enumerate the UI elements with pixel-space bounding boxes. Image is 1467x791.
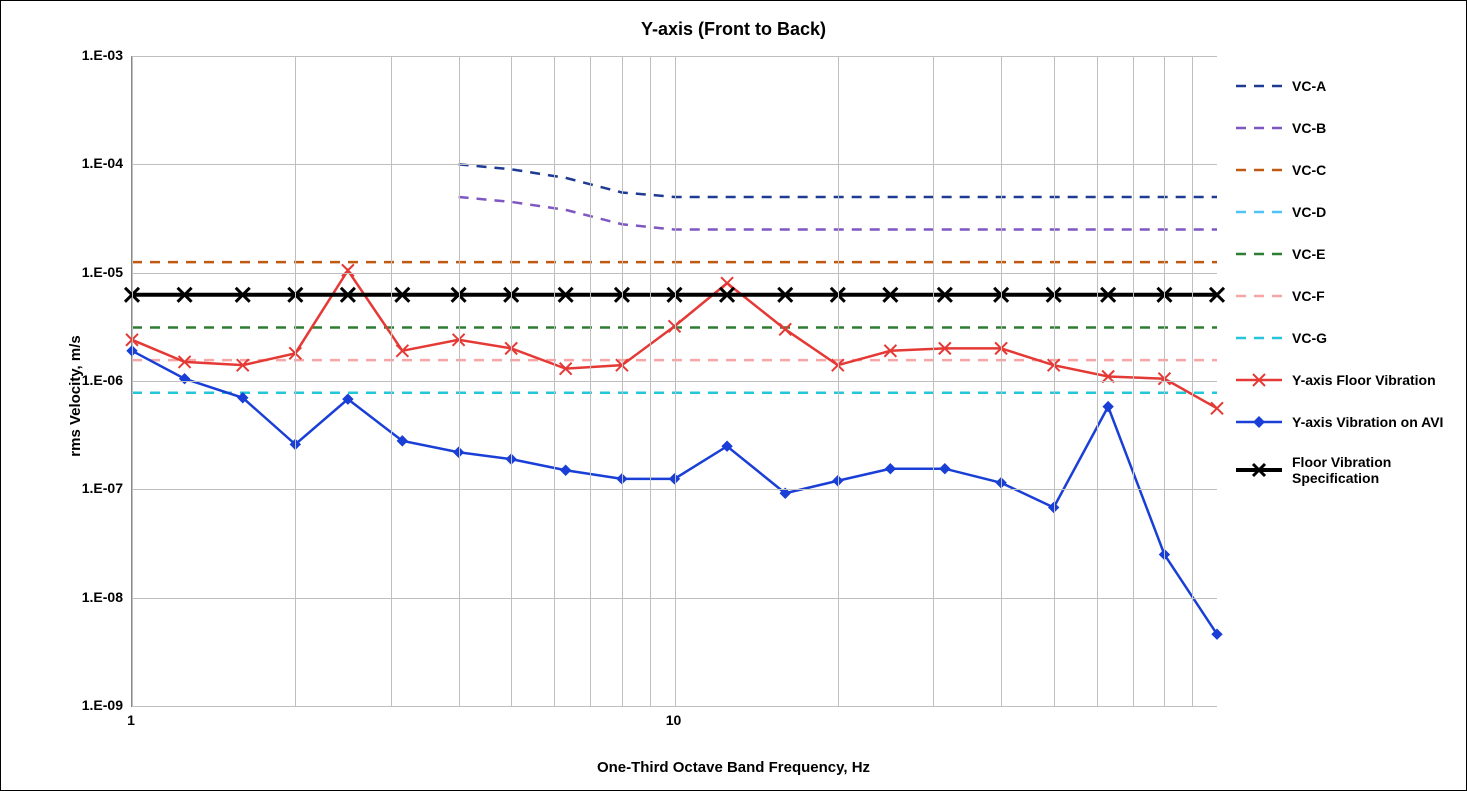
y-tick-label: 1.E-05: [53, 264, 123, 280]
y-tick-label: 1.E-06: [53, 372, 123, 388]
legend-item: Floor Vibration Specification: [1236, 454, 1462, 486]
y-axis-label: rms Velocity, m/s: [67, 335, 84, 456]
legend-item: VC-F: [1236, 286, 1462, 306]
legend-label: VC-C: [1292, 162, 1326, 178]
x-tick-label: 10: [659, 712, 689, 728]
legend-swatch: [1236, 244, 1282, 264]
legend-label: VC-G: [1292, 330, 1327, 346]
legend-label: VC-E: [1292, 246, 1325, 262]
chart-title: Y-axis (Front to Back): [1, 19, 1466, 40]
legend-swatch: [1236, 286, 1282, 306]
legend-item: Y-axis Vibration on AVI: [1236, 412, 1462, 432]
legend-swatch: [1236, 202, 1282, 222]
y-tick-label: 1.E-04: [53, 155, 123, 171]
legend-item: VC-D: [1236, 202, 1462, 222]
y-tick-label: 1.E-03: [53, 47, 123, 63]
legend-swatch: [1236, 460, 1282, 480]
legend-swatch: [1236, 160, 1282, 180]
legend-label: VC-D: [1292, 204, 1326, 220]
legend-item: VC-B: [1236, 118, 1462, 138]
legend-item: VC-E: [1236, 244, 1462, 264]
x-axis-label: One-Third Octave Band Frequency, Hz: [1, 759, 1466, 776]
y-tick-label: 1.E-07: [53, 480, 123, 496]
legend-item: VC-C: [1236, 160, 1462, 180]
legend-label: Y-axis Floor Vibration: [1292, 372, 1436, 388]
legend-swatch: [1236, 76, 1282, 96]
legend-swatch: [1236, 118, 1282, 138]
legend-swatch: [1236, 370, 1282, 390]
legend-item: VC-A: [1236, 76, 1462, 96]
y-tick-label: 1.E-08: [53, 589, 123, 605]
legend-label: VC-A: [1292, 78, 1326, 94]
legend-label: Y-axis Vibration on AVI: [1292, 414, 1443, 430]
plot-area: [131, 56, 1217, 707]
legend-label: VC-B: [1292, 120, 1326, 136]
x-tick-label: 1: [116, 712, 146, 728]
legend-item: Y-axis Floor Vibration: [1236, 370, 1462, 390]
y-tick-label: 1.E-09: [53, 697, 123, 713]
chart-frame: Y-axis (Front to Back) rms Velocity, m/s…: [0, 0, 1467, 791]
legend-label: Floor Vibration Specification: [1292, 454, 1462, 486]
legend-label: VC-F: [1292, 288, 1325, 304]
legend-item: VC-G: [1236, 328, 1462, 348]
legend-swatch: [1236, 328, 1282, 348]
legend: VC-A VC-B VC-C VC-D VC-E VC-F VC-G Y-axis Floor…: [1236, 76, 1462, 508]
legend-swatch: [1236, 412, 1282, 432]
